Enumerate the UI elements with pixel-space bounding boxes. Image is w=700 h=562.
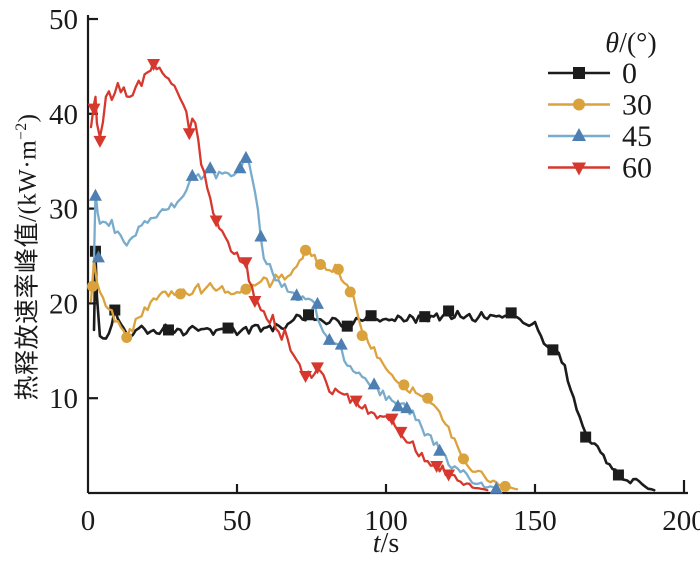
axes bbox=[86, 15, 688, 495]
marker-triangle-up bbox=[203, 161, 217, 174]
legend-item-45: 45 bbox=[548, 120, 652, 153]
series-line-30 bbox=[89, 248, 519, 491]
marker-triangle-up bbox=[233, 161, 247, 174]
marker-triangle-up bbox=[310, 296, 324, 309]
y-axis-title-text: 热释放速率峰值/(kW·m bbox=[14, 139, 42, 401]
y-tick-label: 20 bbox=[49, 288, 78, 320]
marker-circle bbox=[314, 259, 326, 271]
y-tick-label: 50 bbox=[49, 4, 78, 36]
marker-triangle-up bbox=[572, 128, 586, 141]
legend-item-30: 30 bbox=[548, 89, 652, 122]
marker-triangle-up bbox=[254, 229, 268, 242]
series-60 bbox=[87, 59, 489, 492]
legend-label: 30 bbox=[622, 89, 652, 122]
marker-square bbox=[109, 304, 121, 316]
x-axis-title: t/s bbox=[286, 528, 486, 560]
x-tick-label: 0 bbox=[81, 505, 96, 537]
marker-circle bbox=[174, 288, 186, 300]
marker-square bbox=[547, 344, 559, 356]
marker-square bbox=[612, 469, 624, 481]
marker-triangle-down bbox=[147, 59, 161, 72]
marker-square bbox=[341, 320, 353, 332]
marker-triangle-down bbox=[349, 395, 363, 408]
marker-circle bbox=[573, 98, 585, 111]
marker-square bbox=[162, 324, 174, 336]
marker-square bbox=[580, 431, 592, 443]
marker-triangle-down bbox=[87, 103, 101, 116]
marker-triangle-down bbox=[239, 257, 253, 270]
marker-circle bbox=[344, 286, 356, 298]
marker-triangle-up bbox=[433, 443, 447, 456]
legend-item-60: 60 bbox=[548, 152, 652, 185]
x-tick-label: 150 bbox=[513, 505, 557, 537]
series-0 bbox=[89, 245, 656, 492]
marker-square bbox=[222, 322, 234, 334]
marker-square bbox=[505, 307, 517, 319]
legend-item-0: 0 bbox=[548, 57, 637, 90]
marker-triangle-up bbox=[334, 337, 348, 350]
marker-triangle-up bbox=[88, 188, 102, 201]
marker-circle bbox=[356, 330, 368, 342]
marker-square bbox=[443, 305, 455, 317]
marker-triangle-down bbox=[385, 413, 399, 426]
marker-circle bbox=[398, 379, 410, 391]
marker-triangle-down bbox=[442, 469, 456, 482]
marker-triangle-down bbox=[310, 362, 324, 375]
y-axis-title: 热释放速率峰值/(kW·m−2) bbox=[6, 47, 42, 467]
marker-triangle-up bbox=[400, 401, 414, 414]
marker-triangle-down bbox=[209, 215, 223, 228]
y-tick-label: 30 bbox=[49, 194, 78, 226]
marker-triangle-up bbox=[185, 168, 199, 181]
marker-circle bbox=[121, 332, 133, 344]
y-axis-title-sup: −2 bbox=[13, 122, 30, 140]
marker-circle bbox=[240, 283, 252, 295]
marker-triangle-up bbox=[239, 150, 253, 163]
series-30 bbox=[86, 244, 519, 492]
legend-title: θ/(°) bbox=[605, 28, 656, 59]
marker-triangle-down bbox=[394, 426, 408, 439]
marker-circle bbox=[457, 453, 469, 465]
legend-label: 0 bbox=[622, 57, 637, 90]
marker-square bbox=[303, 309, 315, 321]
marker-triangle-down bbox=[430, 461, 444, 474]
y-tick-label: 10 bbox=[49, 383, 78, 415]
marker-circle bbox=[499, 480, 511, 492]
marker-triangle-up bbox=[322, 332, 336, 345]
legend-label: 60 bbox=[622, 152, 652, 185]
marker-square bbox=[573, 67, 585, 79]
marker-circle bbox=[332, 263, 344, 275]
marker-triangle-up bbox=[391, 399, 405, 412]
legend-label: 45 bbox=[622, 120, 652, 153]
marker-circle bbox=[300, 244, 312, 256]
y-tick-label: 40 bbox=[49, 99, 78, 131]
x-tick-label: 100 bbox=[364, 505, 408, 537]
marker-circle bbox=[86, 280, 98, 292]
series-line-45 bbox=[92, 160, 501, 492]
marker-triangle-down bbox=[182, 128, 196, 141]
x-tick-label: 50 bbox=[223, 505, 252, 537]
marker-triangle-up bbox=[91, 250, 105, 263]
series-45 bbox=[88, 150, 503, 494]
marker-triangle-up bbox=[367, 377, 381, 390]
marker-triangle-down bbox=[248, 296, 262, 309]
x-axis-title-rest: /s bbox=[380, 528, 400, 559]
x-tick-label: 200 bbox=[662, 505, 700, 537]
marker-triangle-up bbox=[489, 481, 503, 494]
marker-triangle-down bbox=[572, 162, 586, 176]
marker-circle bbox=[422, 392, 434, 404]
marker-square bbox=[419, 311, 431, 323]
marker-square bbox=[365, 310, 377, 322]
marker-triangle-down bbox=[93, 135, 107, 148]
marker-square bbox=[89, 245, 101, 257]
marker-triangle-up bbox=[290, 288, 304, 301]
marker-triangle-down bbox=[299, 370, 313, 383]
y-axis-title-suffix: ) bbox=[14, 113, 42, 123]
x-axis-title-var: t bbox=[372, 528, 381, 559]
